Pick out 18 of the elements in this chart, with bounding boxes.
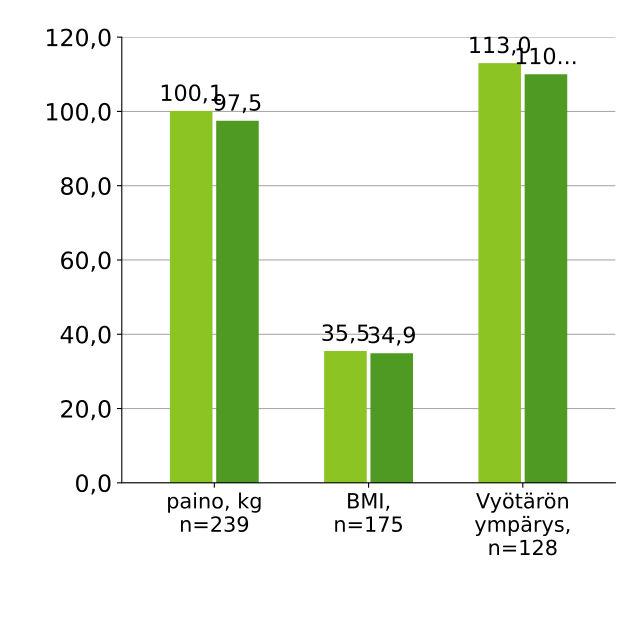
bar [324,350,367,483]
x-tick-label: paino, kg n=239 [168,492,261,532]
data-label: 34,9 [368,326,415,346]
y-tick-label: 100,0 [47,102,110,124]
data-label: 35,5 [322,324,368,344]
y-tick-label: 40,0 [60,326,110,346]
y-tick-label: 60,0 [61,251,110,272]
y-tick-label: 80,0 [61,177,110,198]
y-tick-label: 20,0 [61,400,110,420]
y-tick-label: 120,0 [47,28,110,49]
bar [170,111,212,483]
bar [216,120,259,483]
bar [478,63,521,483]
bar [524,74,568,483]
bar [370,353,413,483]
x-tick-label: Vyötärön ympärys, n=128 [474,492,570,556]
y-tick-label: 0,0 [76,474,110,495]
x-tick-label: BMI, n=175 [335,493,402,532]
